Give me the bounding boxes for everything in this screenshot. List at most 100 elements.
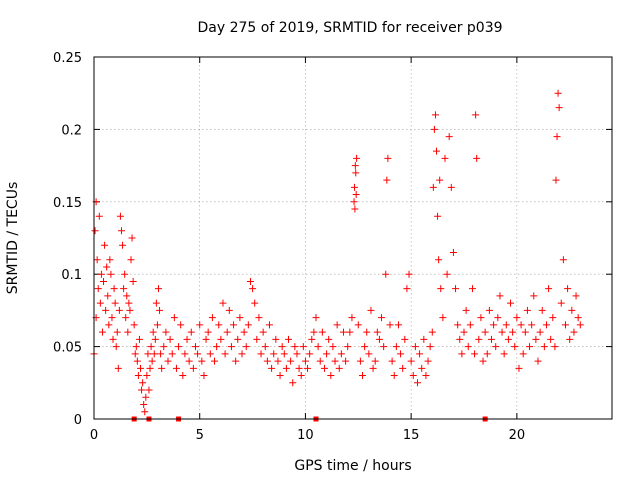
data-point <box>316 357 324 365</box>
data-point <box>532 335 540 343</box>
data-point <box>306 350 314 358</box>
data-point <box>142 393 150 401</box>
data-point <box>390 372 398 380</box>
data-point <box>249 285 257 293</box>
data-point <box>94 285 102 293</box>
data-point <box>378 314 386 322</box>
data-point <box>257 350 265 358</box>
data-point <box>295 364 303 372</box>
data-point <box>120 285 128 293</box>
data-point <box>242 343 250 351</box>
data-point <box>160 343 168 351</box>
data-point <box>371 357 379 365</box>
x-tick-label: 10 <box>297 428 314 443</box>
data-point <box>255 314 263 322</box>
data-point <box>473 154 481 162</box>
data-point <box>117 227 125 235</box>
data-point <box>146 364 154 372</box>
data-point <box>213 343 221 351</box>
data-point <box>238 350 246 358</box>
data-point <box>111 299 119 307</box>
data-point <box>504 335 512 343</box>
data-point <box>521 328 529 336</box>
data-point <box>105 321 113 329</box>
data-point <box>100 277 108 285</box>
data-point <box>335 364 343 372</box>
data-point <box>130 321 138 329</box>
data-point <box>564 285 572 293</box>
data-point <box>456 335 464 343</box>
data-point <box>314 343 322 351</box>
data-point <box>557 299 565 307</box>
data-point <box>236 314 244 322</box>
data-point <box>137 364 145 372</box>
data-point <box>170 314 178 322</box>
data-point <box>297 372 305 380</box>
data-point <box>91 227 99 235</box>
data-point <box>223 328 231 336</box>
data-point <box>219 299 227 307</box>
data-point <box>177 321 185 329</box>
plot-frame <box>93 56 613 420</box>
data-point <box>312 314 320 322</box>
data-point <box>287 357 295 365</box>
data-point <box>115 306 123 314</box>
data-point <box>191 343 199 351</box>
data-point <box>185 357 193 365</box>
data-point <box>147 343 155 351</box>
data-point <box>431 111 439 119</box>
data-point <box>452 285 460 293</box>
data-point <box>561 321 569 329</box>
data-point <box>158 364 166 372</box>
data-point <box>383 176 391 184</box>
data-point <box>304 364 312 372</box>
data-point <box>437 285 445 293</box>
data-point <box>429 183 437 191</box>
data-point <box>435 256 443 264</box>
data-point <box>416 350 424 358</box>
data-point <box>471 350 479 358</box>
data-point <box>327 372 335 380</box>
data-point <box>132 343 140 351</box>
data-point <box>270 350 278 358</box>
data-point <box>418 364 426 372</box>
data-point <box>122 314 130 322</box>
data-point <box>131 350 139 358</box>
data-point <box>526 343 534 351</box>
data-point <box>112 343 120 351</box>
data-point <box>576 321 584 329</box>
data-point <box>413 379 421 387</box>
data-point <box>363 328 371 336</box>
data-point <box>183 335 191 343</box>
data-point <box>194 350 202 358</box>
data-point <box>198 357 206 365</box>
data-point <box>428 328 436 336</box>
data-point <box>388 357 396 365</box>
data-point <box>540 343 548 351</box>
data-point <box>168 350 176 358</box>
data-point <box>150 350 158 358</box>
data-point <box>460 328 468 336</box>
data-point <box>386 321 394 329</box>
data-point <box>392 343 400 351</box>
data-point <box>196 321 204 329</box>
x-tick-label: 5 <box>196 428 204 443</box>
data-point <box>424 357 432 365</box>
data-point <box>268 364 276 372</box>
y-tick-label: 0.15 <box>53 196 82 211</box>
data-point <box>356 357 364 365</box>
data-point <box>154 285 162 293</box>
data-point <box>468 285 476 293</box>
data-point <box>399 364 407 372</box>
data-point <box>291 343 299 351</box>
data-point <box>143 372 151 380</box>
data-point <box>107 270 115 278</box>
data-point <box>528 321 536 329</box>
data-point <box>221 350 229 358</box>
data-point <box>145 386 153 394</box>
data-point <box>278 343 286 351</box>
data-point <box>119 241 127 249</box>
data-point <box>164 357 172 365</box>
data-point <box>352 191 360 199</box>
